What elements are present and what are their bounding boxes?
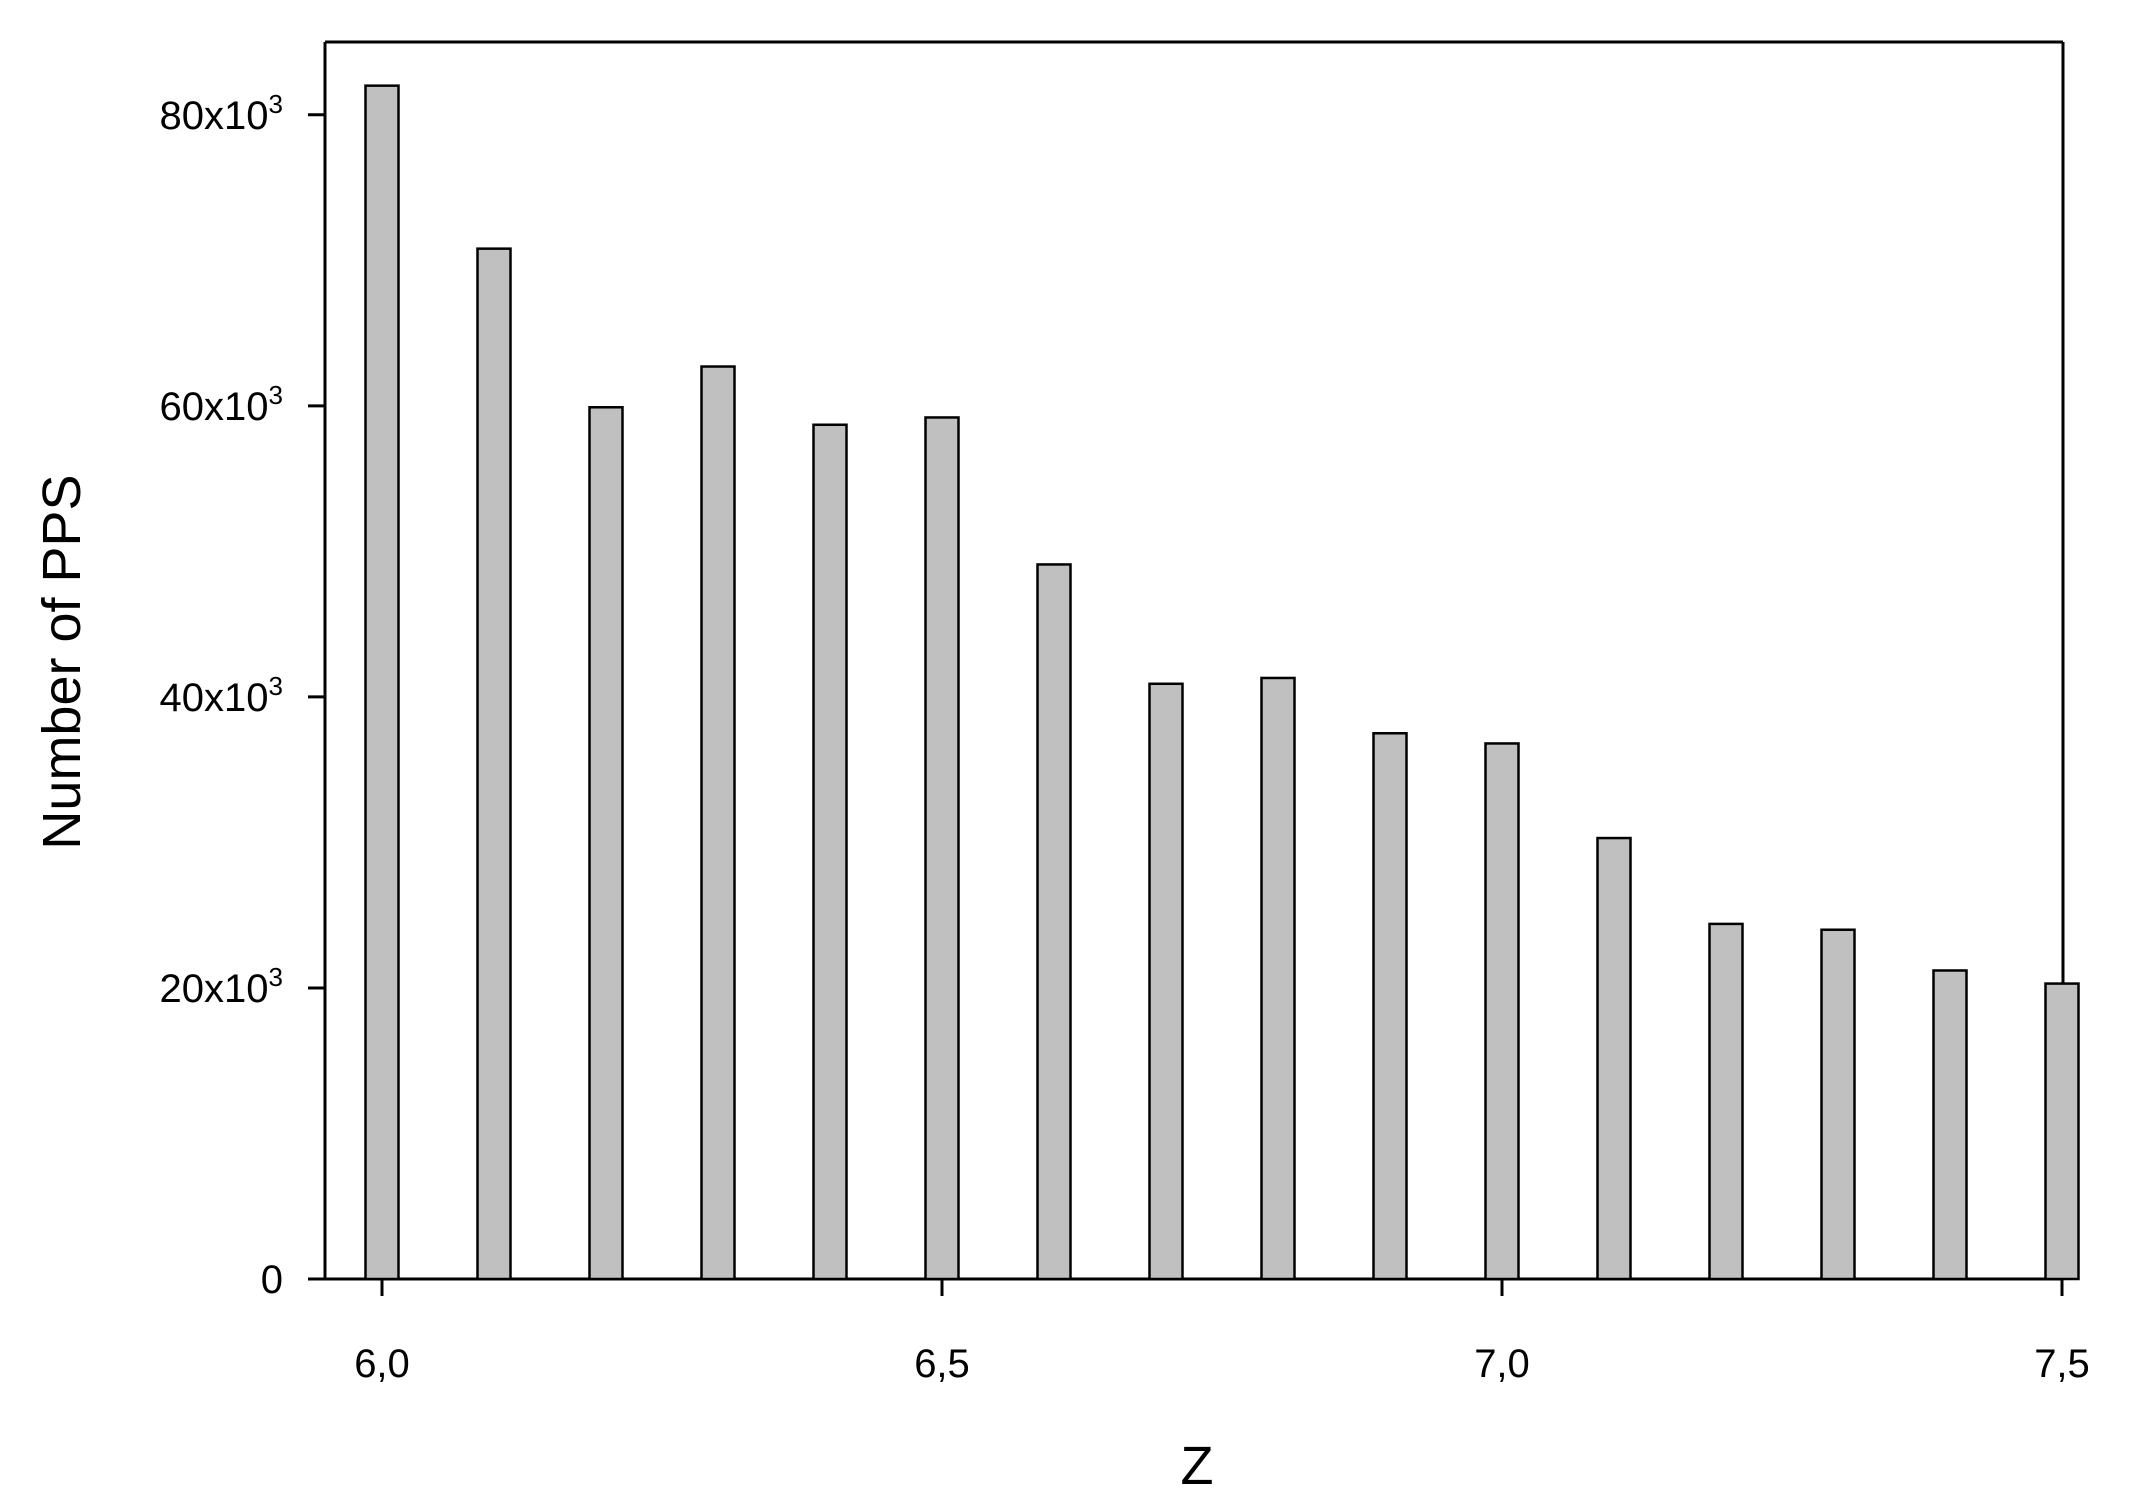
bar-15 <box>2044 982 2080 1281</box>
y-axis-title: Number of PPS <box>32 474 92 849</box>
y-tick-base-2: 40x10 <box>160 676 269 720</box>
y-tick-base-4: 80x10 <box>160 94 269 138</box>
y-tick-exponent-4: 3 <box>269 89 283 119</box>
bar-6 <box>1036 563 1072 1281</box>
x-tick-label-3: 7,5 <box>2034 1342 2090 1386</box>
y-tick-label-1: 20x103 <box>160 962 283 1011</box>
x-tick-label-2: 7,0 <box>1474 1342 1530 1386</box>
x-axis-title: Z <box>1181 1436 1214 1496</box>
bar-8 <box>1260 676 1296 1281</box>
bar-7 <box>1148 682 1184 1281</box>
x-tick-label-0: 6,0 <box>354 1342 410 1386</box>
y-tick-label-0: 0 <box>261 1258 283 1302</box>
bar-10 <box>1484 742 1520 1281</box>
bar-9 <box>1372 732 1408 1281</box>
bars-group <box>364 84 2080 1281</box>
y-tick-label-3: 60x103 <box>160 380 283 429</box>
y-tick-label-4: 80x103 <box>160 89 283 138</box>
y-tick-base-3: 60x10 <box>160 385 269 429</box>
y-tick-base-1: 20x10 <box>160 967 269 1011</box>
y-tick-label-2: 40x103 <box>160 671 283 720</box>
x-axis-ticks: 6,06,57,07,58,08,59,0 <box>354 1279 2090 1386</box>
x-tick-label-1: 6,5 <box>914 1342 970 1386</box>
bar-13 <box>1820 928 1856 1281</box>
bar-12 <box>1708 922 1744 1281</box>
bar-11 <box>1596 836 1632 1281</box>
bar-4 <box>812 423 848 1281</box>
bar-1 <box>476 247 512 1281</box>
y-tick-exponent-2: 3 <box>269 671 283 701</box>
y-tick-exponent-1: 3 <box>269 962 283 992</box>
y-tick-exponent-3: 3 <box>269 380 283 410</box>
bar-14 <box>1932 969 1968 1281</box>
bar-5 <box>924 416 960 1281</box>
y-tick-base-0: 0 <box>261 1258 283 1302</box>
bar-0 <box>364 84 400 1281</box>
plot-frame <box>308 40 2065 1281</box>
bar-3 <box>700 365 736 1281</box>
bar-2 <box>588 406 624 1281</box>
